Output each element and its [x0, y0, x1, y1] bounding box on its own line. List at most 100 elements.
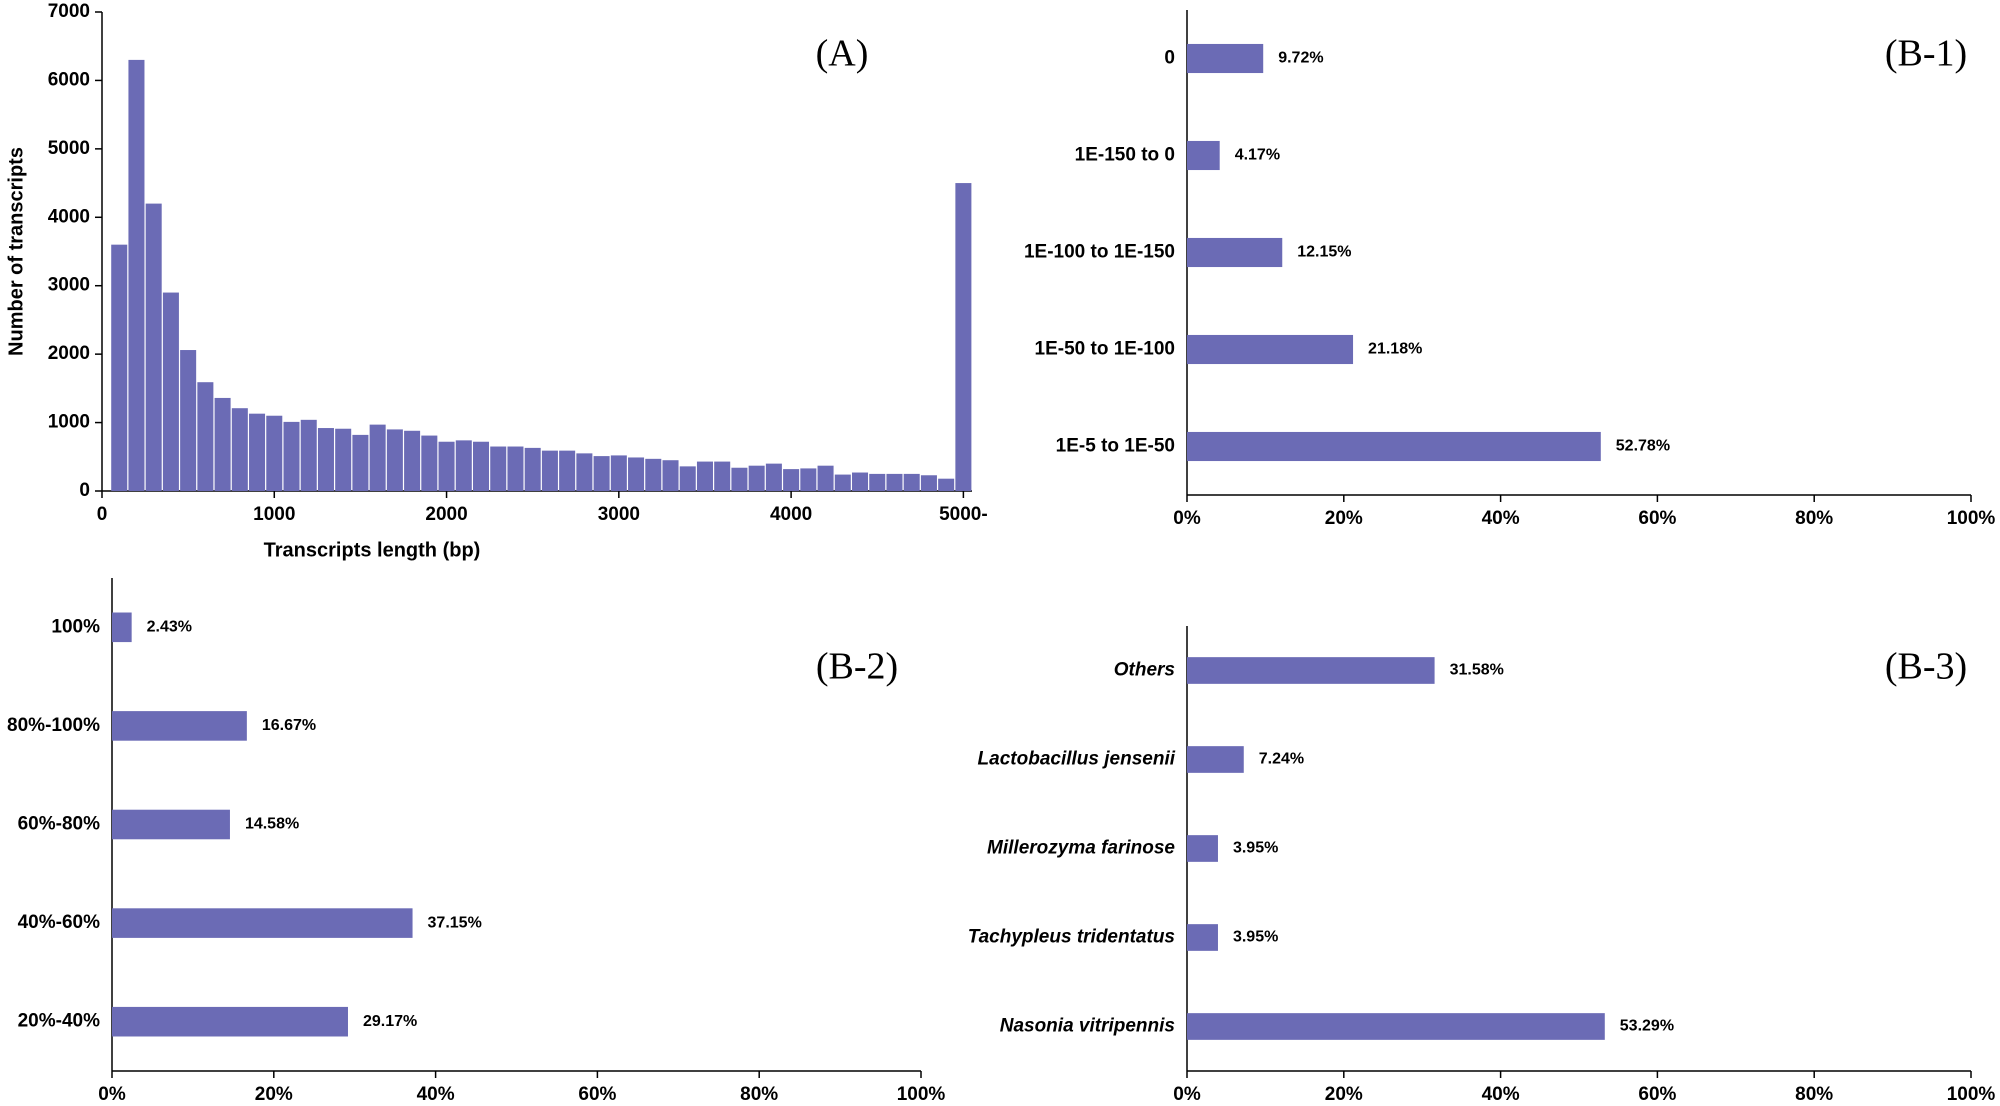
category-label: Nasonia vitripennis: [1000, 1016, 1175, 1037]
category-label: 60%-80%: [18, 814, 100, 835]
x-tick-label: 0%: [98, 1084, 126, 1105]
y-tick-label: 1000: [48, 412, 90, 433]
histogram-bar: [455, 440, 472, 491]
histogram-bar: [610, 455, 627, 491]
y-tick-label: 5000: [48, 138, 90, 159]
value-label: 7.24%: [1259, 751, 1304, 768]
category-label: Lactobacillus jensenii: [978, 749, 1176, 770]
x-tick-label: 80%: [1795, 1084, 1833, 1105]
bar: [1187, 746, 1244, 773]
bar: [112, 1006, 348, 1037]
histogram-bar: [317, 428, 334, 491]
value-label: 31.58%: [1450, 662, 1504, 679]
value-label: 16.67%: [262, 717, 316, 734]
y-tick-label: 4000: [48, 206, 90, 227]
histogram-bar: [162, 292, 179, 491]
histogram-bar: [266, 415, 283, 491]
category-label: 1E-150 to 0: [1075, 145, 1175, 166]
x-tick-label: 80%: [1795, 508, 1833, 529]
histogram-bar: [576, 453, 593, 491]
category-label: 1E-50 to 1E-100: [1035, 339, 1175, 360]
y-axis-title: Number of transcripts: [5, 147, 27, 356]
value-label: 53.29%: [1620, 1018, 1674, 1035]
value-label: 9.72%: [1278, 50, 1323, 67]
histogram-bar: [886, 473, 903, 491]
x-tick-label: 0: [97, 504, 108, 525]
x-tick-label: 80%: [740, 1084, 778, 1105]
value-label: 3.95%: [1233, 929, 1278, 946]
histogram-bar: [300, 419, 317, 491]
histogram-bar: [834, 474, 851, 491]
x-tick-label: 60%: [1638, 508, 1676, 529]
histogram-bar: [920, 475, 937, 491]
histogram-bar: [541, 450, 558, 491]
category-label: Millerozyma farinose: [987, 838, 1175, 859]
histogram-bar: [645, 458, 662, 491]
x-tick-label: 20%: [1325, 1084, 1363, 1105]
bar: [1187, 924, 1218, 951]
category-label: 1E-5 to 1E-50: [1056, 436, 1175, 457]
value-label: 4.17%: [1235, 147, 1280, 164]
bar: [1187, 1013, 1605, 1040]
x-axis-title: Transcripts length (bp): [264, 539, 481, 561]
y-tick-label: 2000: [48, 343, 90, 364]
histogram-bar: [386, 429, 403, 491]
y-tick-label: 7000: [48, 1, 90, 22]
x-tick-label: 20%: [1325, 508, 1363, 529]
category-label: 40%-60%: [18, 912, 100, 933]
histogram-bar: [404, 430, 421, 491]
histogram-bar: [628, 457, 645, 491]
histogram-bar: [524, 447, 541, 491]
value-label: 3.95%: [1233, 840, 1278, 857]
bar: [112, 711, 247, 741]
category-label: 1E-100 to 1E-150: [1024, 242, 1175, 263]
histogram-bar: [783, 469, 800, 491]
category-label: Tachypleus tridentatus: [968, 927, 1175, 948]
x-tick-label: 60%: [1638, 1084, 1676, 1105]
value-label: 2.43%: [147, 619, 192, 636]
histogram-bar: [197, 382, 214, 491]
panel-label: (B-3): [1885, 646, 1967, 688]
histogram-bar: [438, 441, 455, 491]
histogram-bar: [128, 59, 145, 492]
category-label: 80%-100%: [7, 715, 100, 736]
bar: [1187, 835, 1218, 862]
histogram-bar: [696, 461, 713, 491]
bar: [1187, 657, 1435, 684]
x-tick-label: 20%: [255, 1084, 293, 1105]
bar: [1187, 140, 1220, 171]
histogram-bar: [938, 478, 955, 491]
value-label: 21.18%: [1368, 341, 1422, 358]
histogram-bar: [852, 472, 869, 491]
value-label: 14.58%: [245, 816, 299, 833]
histogram-bar: [421, 435, 438, 491]
histogram-bar: [748, 465, 765, 491]
bar: [112, 612, 132, 643]
histogram-bar: [335, 428, 352, 491]
x-tick-label: 40%: [417, 1084, 455, 1105]
histogram-bar: [765, 463, 782, 491]
histogram-bar: [817, 465, 834, 491]
bar: [1187, 334, 1354, 365]
value-label: 12.15%: [1297, 244, 1351, 261]
histogram-bar: [679, 466, 696, 491]
y-tick-label: 0: [79, 480, 90, 501]
histogram-bar: [731, 467, 748, 491]
category-label: 100%: [51, 616, 100, 637]
x-tick-label: 100%: [1947, 508, 1996, 529]
histogram-bar: [180, 350, 197, 491]
histogram-bar: [369, 424, 386, 491]
histogram-bar: [903, 473, 920, 491]
x-tick-label: 0%: [1173, 508, 1201, 529]
bar: [1187, 431, 1601, 462]
histogram-bar: [111, 244, 128, 491]
x-tick-label: 100%: [1947, 1084, 1996, 1105]
panel-label: (B-1): [1885, 33, 1967, 75]
x-tick-label: 40%: [1482, 508, 1520, 529]
histogram-bar: [231, 408, 248, 491]
panel-label: (A): [816, 33, 869, 75]
y-tick-label: 6000: [48, 69, 90, 90]
x-tick-label: 60%: [578, 1084, 616, 1105]
value-label: 29.17%: [363, 1013, 417, 1030]
